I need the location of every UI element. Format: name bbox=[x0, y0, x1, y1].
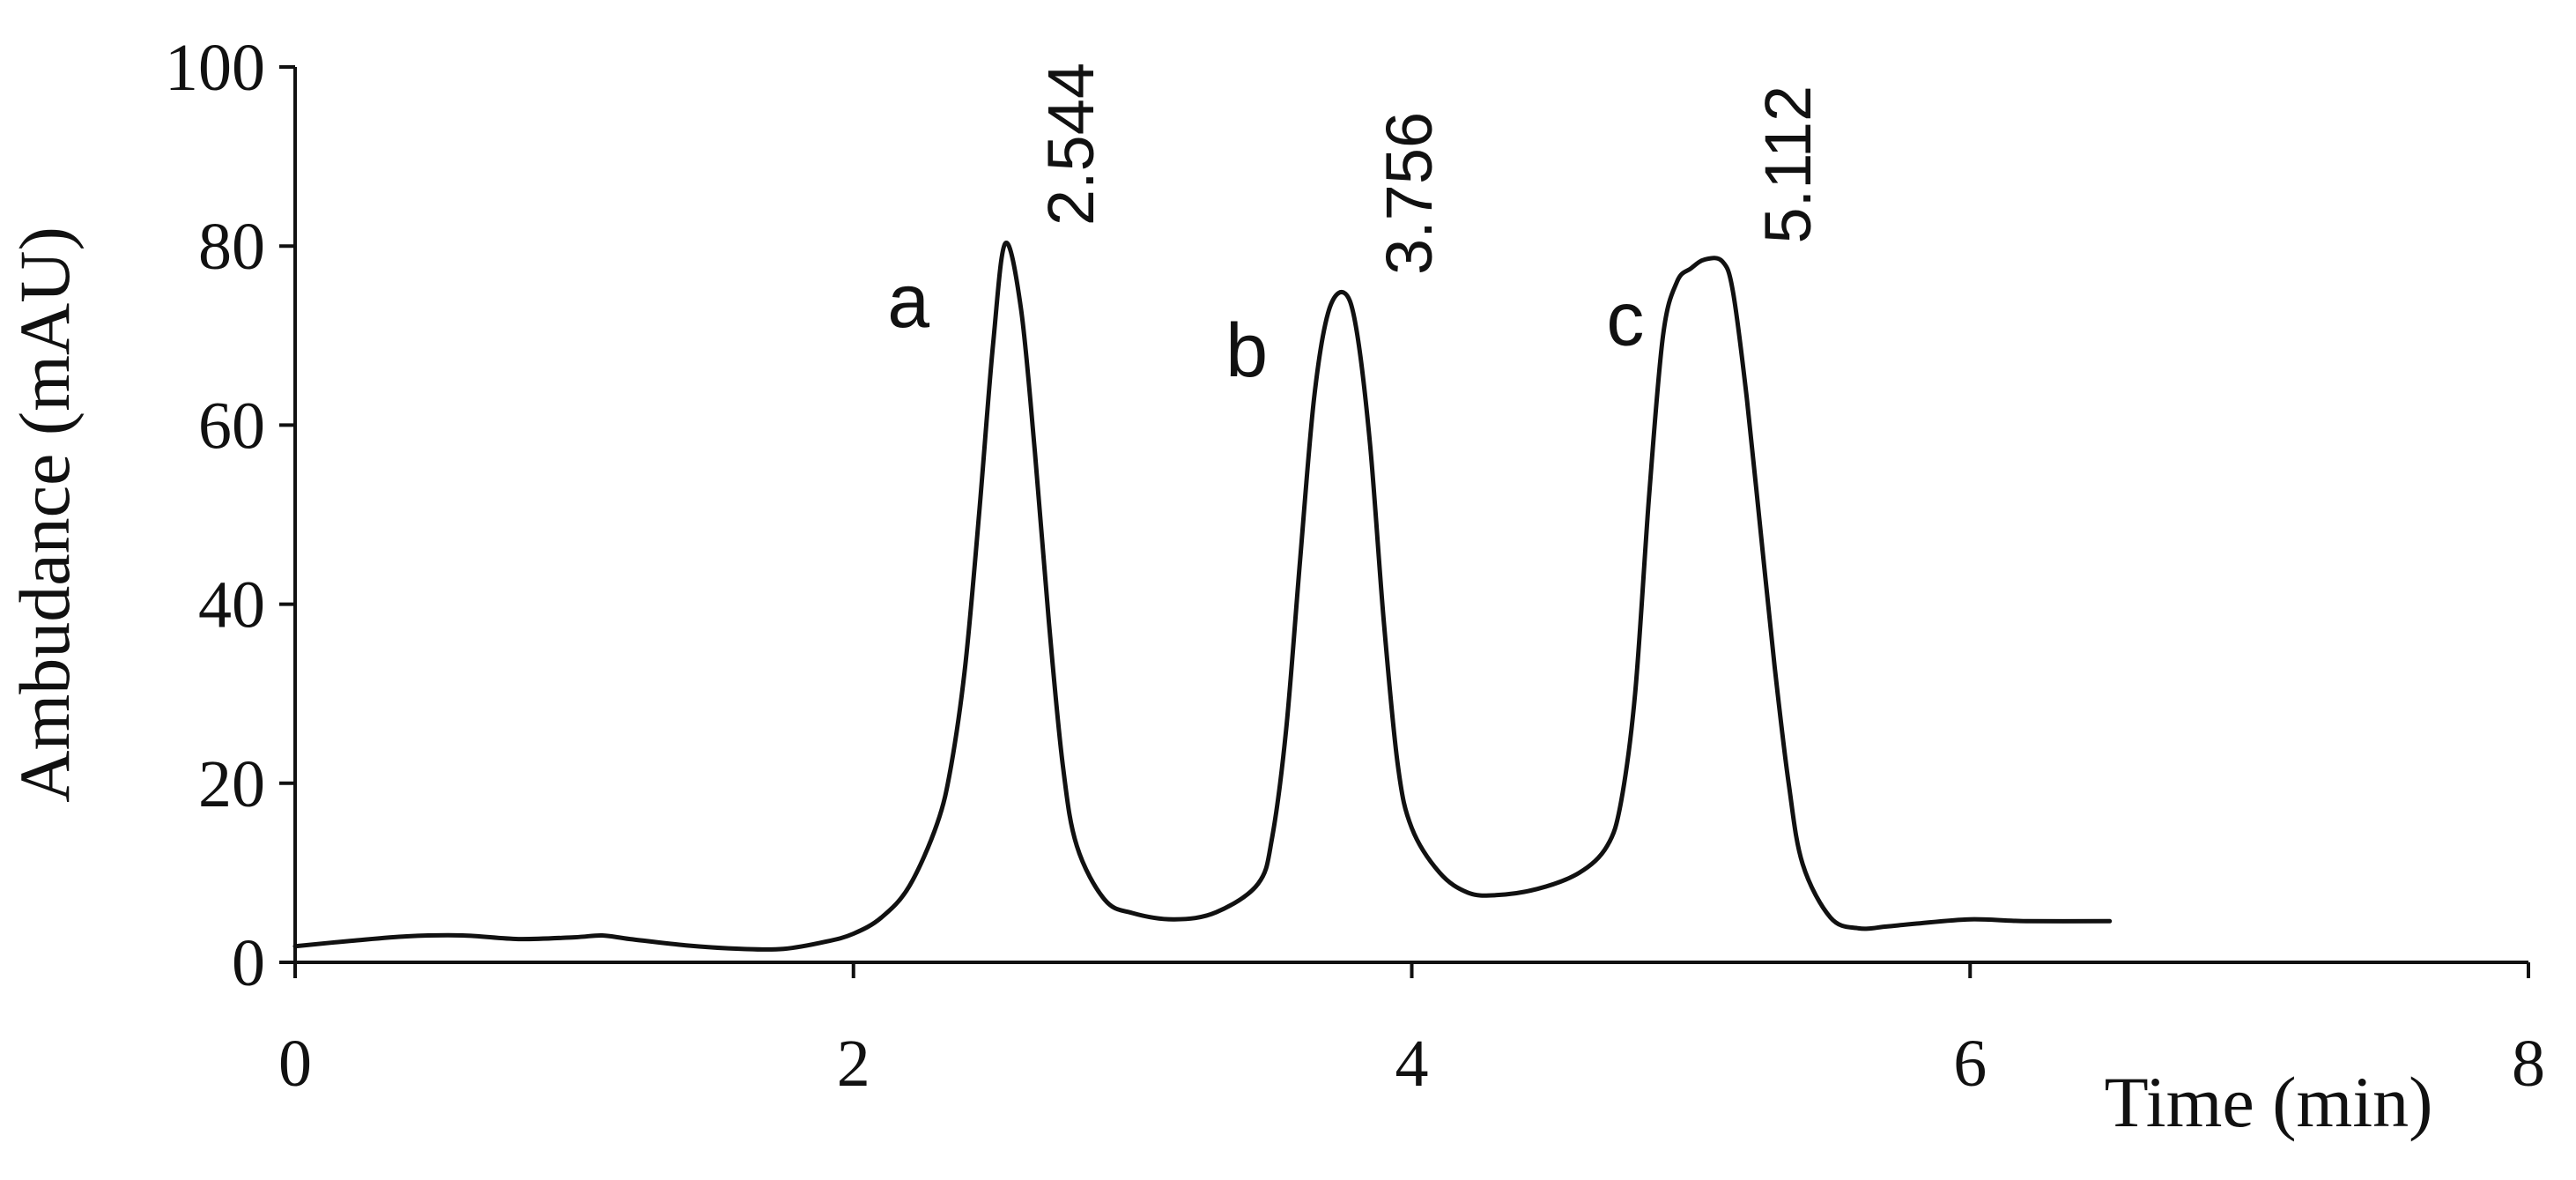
y-tick-label: 100 bbox=[165, 31, 265, 105]
y-tick-label: 0 bbox=[232, 926, 265, 1000]
x-tick-label: 8 bbox=[2512, 1027, 2545, 1101]
x-tick-label: 4 bbox=[1395, 1027, 1429, 1101]
x-axis: 0 2 4 6 8 bbox=[278, 961, 2545, 1101]
peak-letter-label: c bbox=[1606, 277, 1644, 361]
peak-time-label: 3.756 bbox=[1373, 112, 1446, 275]
y-axis-title: Ambudance (mAU) bbox=[4, 226, 85, 803]
y-tick-label: 80 bbox=[198, 210, 265, 284]
peak-time-label: 2.544 bbox=[1034, 63, 1107, 226]
y-tick-label: 20 bbox=[198, 747, 265, 821]
plot-area bbox=[292, 241, 2113, 953]
y-tick-label: 40 bbox=[198, 568, 265, 642]
peak-time-label: 5.112 bbox=[1751, 85, 1825, 244]
y-tick-label: 60 bbox=[198, 389, 265, 463]
peak-annotations: 2.544 a 3.756 b 5.112 c bbox=[887, 63, 1825, 393]
y-axis: 0 20 40 60 80 100 bbox=[165, 31, 297, 1000]
x-tick-label: 0 bbox=[278, 1027, 312, 1101]
chromatogram-line bbox=[292, 241, 2113, 953]
x-tick-label: 2 bbox=[837, 1027, 870, 1101]
x-axis-title: Time (min) bbox=[2105, 1062, 2433, 1142]
peak-letter-label: b bbox=[1225, 308, 1268, 393]
peak-letter-label: a bbox=[887, 259, 929, 344]
x-tick-label: 6 bbox=[1953, 1027, 1987, 1101]
